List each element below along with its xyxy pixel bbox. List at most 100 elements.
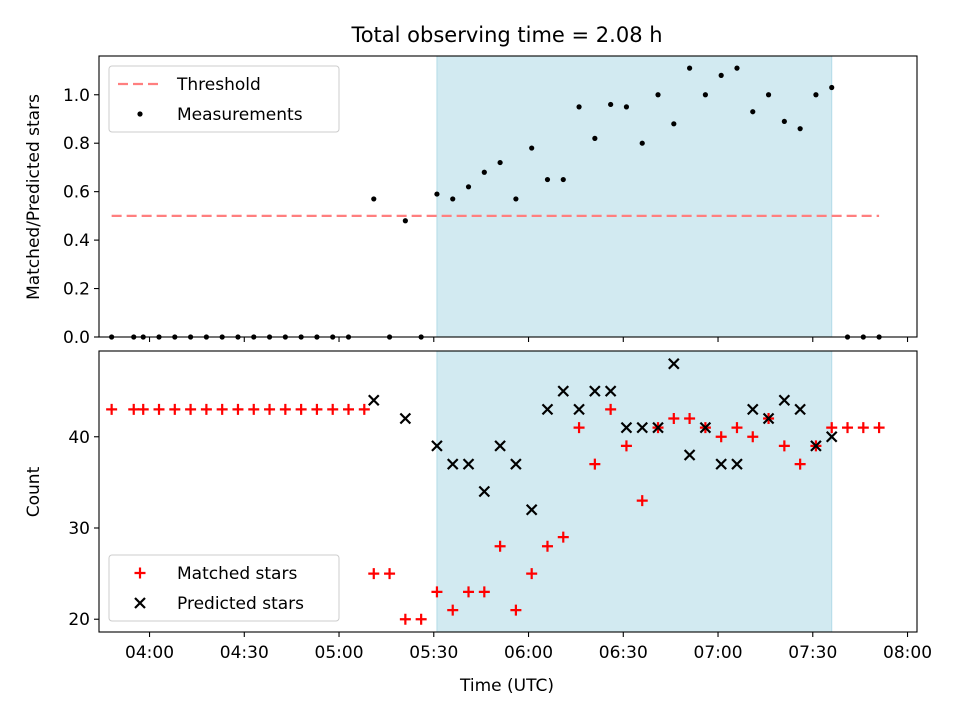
bottom-predicted-stars-point [810, 440, 822, 452]
bottom-matched-stars-point [526, 568, 538, 580]
top-measurements-point [608, 101, 614, 108]
bottom-matched-stars-point [200, 403, 212, 415]
top-measurements-point [639, 140, 645, 146]
bottom-shaded-interval [436, 350, 833, 633]
bottom-matched-stars-point [185, 403, 197, 415]
bottom-predicted-stars-point [510, 458, 522, 470]
bottom-matched-stars-point [873, 422, 885, 434]
bottom-predicted-stars-point [636, 421, 649, 434]
bottom-predicted-stars-point [494, 440, 506, 452]
bottom-legend-box [108, 554, 340, 622]
top-measurements-point [829, 84, 835, 91]
bottom-predicted-stars-point [557, 385, 570, 397]
bottom-predicted-stars-point [462, 458, 475, 470]
bottom-matched-stars-point [857, 422, 869, 434]
x-tick-label: 06:00 [504, 643, 553, 663]
bottom-predicted-stars-point [794, 403, 806, 416]
bottom-matched-stars-point [384, 568, 396, 580]
bottom-matched-stars-point [478, 586, 490, 598]
top-measurements-point [702, 92, 708, 98]
bottom-matched-stars-point [399, 613, 411, 625]
top-measurements-point [592, 135, 598, 141]
top-measurements-point [655, 92, 661, 98]
bottom-legend-matched-stars-swatch [134, 567, 146, 579]
bottom-matched-stars-point [620, 440, 632, 452]
top-measurements-point [797, 126, 803, 132]
chart-title: Total observing time = 2.08 h [350, 23, 662, 47]
bottom-matched-stars-point [264, 403, 276, 415]
bottom-matched-stars-point [494, 540, 506, 552]
bottom-y-tick-label: 40 [68, 428, 90, 448]
bottom-legend-matched-stars-label: Matched stars [177, 564, 297, 584]
top-measurements-point [371, 196, 377, 202]
top-measurements-point [450, 196, 456, 202]
top-measurements-point [750, 109, 756, 115]
top-measurements-point [734, 65, 740, 71]
bottom-legend-predicted-stars-swatch [134, 597, 146, 609]
bottom-y-tick-label: 30 [68, 519, 90, 539]
bottom-matched-stars-point [463, 586, 475, 598]
top-y-tick-label: 0.4 [63, 231, 90, 251]
bottom-matched-stars-point [447, 604, 459, 616]
bottom-matched-stars-point [311, 403, 323, 415]
x-axis-label: Time (UTC) [459, 676, 554, 696]
top-plot-area: 0.0 0.2 0.4 0.6 0.8 1.0 Threshold Measurements [63, 55, 918, 348]
top-legend-box [108, 65, 340, 133]
x-tick-label: 08:00 [883, 643, 932, 663]
bottom-predicted-stars-point [683, 449, 696, 461]
top-measurements-point [687, 65, 693, 71]
bottom-matched-stars-point [216, 403, 228, 415]
bottom-predicted-stars-point [399, 412, 412, 425]
bottom-predicted-stars-point [431, 440, 443, 452]
x-tick-label: 04:00 [125, 643, 174, 663]
bottom-predicted-stars-point [589, 385, 601, 397]
bottom-predicted-stars-point [525, 503, 538, 516]
bottom-matched-stars-point [510, 604, 522, 616]
bottom-matched-stars-point [842, 422, 854, 434]
x-tick-label: 05:30 [409, 643, 458, 663]
bottom-matched-stars-point [169, 403, 181, 415]
top-measurements-point [513, 196, 519, 202]
top-measurements-point [576, 104, 582, 110]
bottom-matched-stars-point [573, 422, 585, 434]
top-shaded-interval [436, 55, 833, 338]
top-measurements-point [623, 104, 630, 110]
bottom-matched-stars-point [128, 403, 140, 415]
x-tick-label: 06:30 [599, 643, 648, 663]
top-y-tick-label: 0.2 [63, 280, 90, 300]
bottom-matched-stars-point [327, 403, 339, 415]
bottom-predicted-stars-point [652, 421, 664, 434]
bottom-matched-stars-point [589, 458, 601, 470]
bottom-predicted-stars-point [604, 385, 617, 397]
bottom-matched-stars-point [747, 431, 759, 443]
bottom-matched-stars-point [232, 403, 244, 415]
bottom-matched-stars-point [668, 413, 680, 425]
bottom-matched-stars-point [368, 568, 380, 580]
bottom-matched-stars-point [153, 403, 165, 415]
bottom-matched-stars-point [636, 495, 648, 507]
bottom-y-tick-label: 20 [68, 610, 90, 630]
top-axes-frame [98, 55, 918, 338]
bottom-legend-predicted-stars-label: Predicted stars [177, 594, 304, 614]
top-y-tick-label: 0.8 [63, 134, 90, 154]
bottom-predicted-stars-point [668, 357, 680, 370]
bottom-matched-stars-point [343, 403, 355, 415]
top-measurements-point [560, 176, 566, 183]
bottom-matched-stars-point [684, 413, 696, 425]
top-measurements-point [402, 218, 408, 224]
top-measurements-point [434, 191, 440, 197]
bottom-predicted-stars-point [541, 403, 554, 416]
bottom-matched-stars-point [431, 586, 443, 598]
bottom-matched-stars-point [605, 403, 617, 415]
x-tick-label: 05:00 [315, 643, 364, 663]
top-measurements-point [718, 72, 724, 78]
top-legend-measurements-label: Measurements [177, 105, 303, 125]
top-y-tick-label: 1.0 [63, 86, 90, 106]
bottom-matched-stars-point [778, 440, 790, 452]
bottom-predicted-stars-point [762, 412, 775, 425]
bottom-matched-stars-point [106, 403, 118, 415]
bottom-predicted-stars-point [620, 421, 633, 434]
top-y-tick-label: 0.0 [63, 328, 90, 348]
top-y-axis-label: Matched/Predicted stars [24, 94, 44, 300]
top-measurements-point [529, 145, 535, 151]
